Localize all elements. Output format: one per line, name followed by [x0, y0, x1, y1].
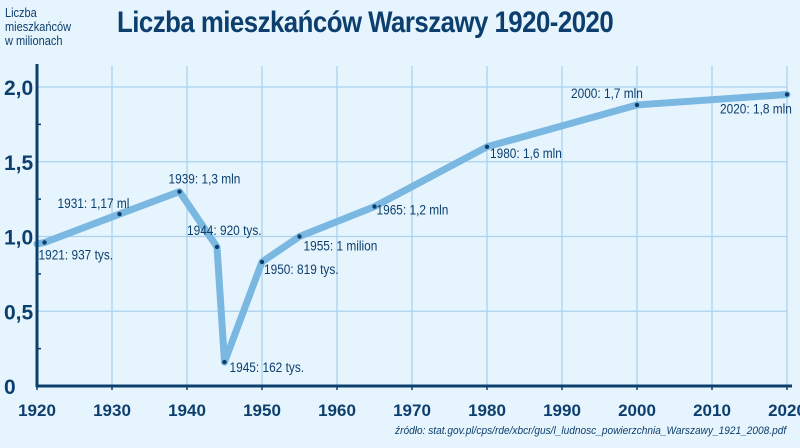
source-note: źródło: stat.gov.pl/cps/rde/xbcr/gus/l_l… [394, 425, 786, 437]
data-point-label: 2020: 1,8 mln [720, 101, 792, 117]
data-point-label: 1921: 937 tys. [39, 247, 114, 263]
data-point-label: 1950: 819 tys. [264, 261, 339, 277]
data-point-marker [634, 102, 640, 108]
y-tick-label: 1,5 [4, 152, 34, 175]
data-point-label: 1931: 1,17 ml [58, 195, 130, 211]
data-point-marker [222, 359, 227, 365]
data-point-marker [214, 244, 220, 250]
tick-labels: 1920 1930 1940 1950 1960 1970 1980 1990 2000 2010… [4, 77, 800, 420]
y-tick-label: 2,0 [4, 77, 33, 100]
y-tick-label: 0 [4, 376, 16, 399]
x-tick-label: 1930 [93, 401, 131, 420]
x-tick-label: 1970 [393, 401, 431, 420]
data-point-marker [259, 259, 265, 265]
x-tick-label: 1990 [543, 401, 581, 420]
x-tick-label: 1980 [468, 401, 506, 420]
data-point-label: 1939: 1,3 mln [169, 171, 241, 187]
data-points: 1921: 937 tys. 1931: 1,17 ml 1939: 1,3 mln… [39, 85, 792, 375]
x-tick-label: 1940 [168, 401, 206, 420]
unit-line-2: mieszkańców [5, 20, 72, 34]
y-tick-label: 0,5 [4, 301, 34, 324]
y-axis-unit-label: Liczba mieszkańców w milionach [5, 6, 71, 48]
data-point-label: 1965: 1,2 mln [377, 202, 449, 218]
chart-title: Liczba mieszkańców Warszawy 1920-2020 [117, 6, 614, 39]
unit-line-1: Liczba [5, 6, 37, 20]
data-point-label: 1980: 1,6 mln [490, 145, 562, 161]
data-point-marker [484, 144, 490, 149]
unit-line-3: w milionach [5, 34, 63, 48]
data-point-marker [784, 92, 790, 97]
data-point-label: 1955: 1 milion [304, 238, 378, 254]
grid-lines [37, 66, 788, 386]
data-point-label: 2000: 1,7 mln [571, 85, 643, 101]
x-tick-label: 2020 [768, 401, 800, 420]
data-point-label: 1944: 920 tys. [187, 222, 262, 238]
x-tick-label: 1960 [318, 401, 356, 420]
axes [35, 64, 792, 390]
data-point-marker [297, 234, 302, 239]
data-point-marker [372, 204, 377, 209]
x-tick-label: 1950 [243, 401, 281, 420]
data-point-label: 1945: 162 tys. [230, 359, 305, 375]
x-tick-label: 2000 [618, 401, 656, 420]
data-line [33, 90, 791, 366]
x-tick-label: 2010 [693, 401, 731, 420]
data-point-marker [117, 211, 122, 217]
data-point-marker [177, 189, 182, 194]
y-tick-label: 1,0 [4, 227, 33, 250]
x-tick-label: 1920 [18, 401, 56, 420]
data-point-marker [42, 240, 47, 245]
population-line [33, 90, 791, 366]
